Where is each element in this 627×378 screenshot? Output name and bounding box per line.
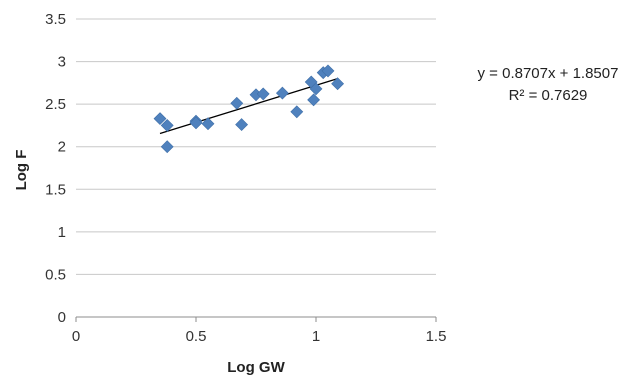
data-point: [201, 117, 215, 131]
tick-labels: 0 0.5 1 1.5 2 2.5 3 3.5 0 0.5 1 1.5: [45, 11, 446, 345]
trendline-equation: y = 0.8707x + 1.8507: [478, 65, 619, 82]
data-point: [256, 87, 270, 101]
x-tick-label: 0: [72, 328, 80, 345]
data-point: [290, 105, 304, 119]
data-point: [189, 116, 203, 130]
x-tick-label: 1: [312, 328, 320, 345]
y-tick-label: 3: [58, 54, 66, 71]
x-axis-title: Log GW: [227, 359, 285, 376]
data-point: [331, 77, 345, 91]
data-point: [321, 64, 335, 78]
y-tick-label: 1: [58, 224, 66, 241]
data-point: [275, 86, 289, 100]
axes: [75, 316, 437, 322]
data-points: [153, 64, 345, 154]
data-point: [307, 93, 321, 107]
y-tick-label: 0: [58, 309, 66, 326]
data-point: [153, 112, 167, 126]
r-squared-label: R² = 0.7629: [509, 87, 588, 104]
data-point: [230, 96, 244, 110]
data-point: [235, 118, 249, 132]
y-tick-label: 1.5: [45, 181, 66, 198]
y-tick-label: 3.5: [45, 11, 66, 28]
y-tick-label: 0.5: [45, 266, 66, 283]
gridlines: [76, 18, 436, 275]
x-tick-label: 0.5: [186, 328, 207, 345]
data-point: [309, 82, 323, 96]
y-tick-label: 2.5: [45, 96, 66, 113]
x-tick-label: 1.5: [426, 328, 447, 345]
trendline: [159, 77, 338, 135]
trendline-group: [159, 77, 338, 135]
data-point: [160, 119, 174, 132]
y-tick-label: 2: [58, 139, 66, 156]
data-point: [160, 140, 174, 154]
y-axis-title: Log F: [13, 150, 30, 191]
